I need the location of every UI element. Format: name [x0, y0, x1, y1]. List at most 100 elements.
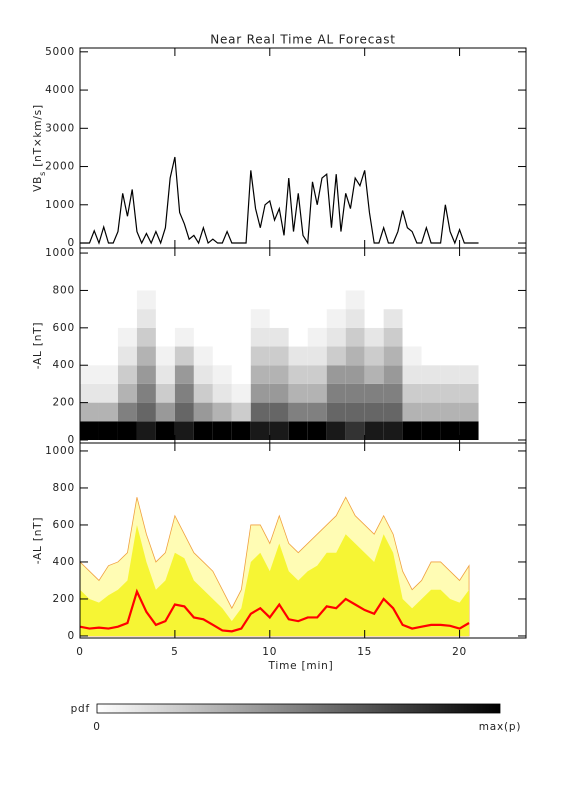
- heat-cell: [80, 290, 99, 310]
- heat-cell: [98, 402, 118, 422]
- heat-cell: [345, 327, 365, 347]
- y-tick-label: 200: [53, 397, 75, 409]
- heat-cell: [326, 309, 346, 328]
- heat-cell: [193, 290, 213, 310]
- y-axis-label: VBs [nT×km/s]: [32, 104, 47, 192]
- heat-cell: [364, 383, 384, 403]
- heat-cell: [383, 327, 403, 347]
- y-tick-label: 0: [68, 237, 75, 249]
- heat-cell: [136, 327, 156, 347]
- heat-cell: [383, 365, 403, 384]
- heat-cell: [402, 327, 422, 347]
- heat-cell: [250, 365, 270, 384]
- heat-cell: [402, 421, 422, 441]
- heat-cell: [231, 365, 251, 384]
- heat-cell: [250, 346, 270, 366]
- heat-cell: [307, 421, 327, 441]
- heat-cell: [383, 290, 403, 310]
- heat-cell: [440, 383, 460, 403]
- x-tick-label: 20: [452, 646, 467, 658]
- heat-cell: [155, 383, 175, 403]
- heat-cell: [459, 290, 479, 310]
- heat-cell: [345, 346, 365, 366]
- heat-cell: [326, 402, 346, 422]
- x-tick-label: 10: [262, 646, 277, 658]
- heat-cell: [421, 309, 441, 328]
- heat-cell: [117, 402, 137, 422]
- heat-cell: [155, 402, 175, 422]
- heat-cell: [193, 327, 213, 347]
- heat-cell: [440, 309, 460, 328]
- heat-cell: [421, 290, 441, 310]
- heat-cell: [402, 346, 422, 366]
- y-tick-label: 0: [68, 434, 75, 446]
- heat-cell: [117, 365, 137, 384]
- heat-cell: [307, 290, 327, 310]
- y-axis-label-sub: s: [38, 171, 47, 176]
- heat-cell: [326, 383, 346, 403]
- heat-cell: [269, 365, 289, 384]
- heat-cell: [117, 327, 137, 347]
- heat-cell: [174, 383, 194, 403]
- heat-cell: [345, 402, 365, 422]
- heat-cell: [80, 402, 99, 422]
- heat-cell: [421, 421, 441, 441]
- chart-title: Near Real Time AL Forecast: [210, 33, 396, 47]
- heat-cell: [459, 383, 479, 403]
- heat-cell: [174, 365, 194, 384]
- heat-cell: [212, 383, 232, 403]
- heat-cell: [117, 383, 137, 403]
- heat-cell: [193, 421, 213, 441]
- heat-cell: [269, 290, 289, 310]
- heat-cell: [80, 421, 99, 441]
- heat-cell: [136, 309, 156, 328]
- heat-cell: [98, 309, 118, 328]
- y-axis-label-main: VB: [32, 176, 44, 192]
- heat-cell: [136, 290, 156, 310]
- heat-cell: [440, 421, 460, 441]
- y-tick-label: 200: [53, 593, 75, 605]
- heat-cell: [174, 346, 194, 366]
- heat-cell: [174, 402, 194, 422]
- heat-cell: [440, 290, 460, 310]
- heat-cell: [174, 290, 194, 310]
- heat-cell: [231, 383, 251, 403]
- x-tick-label: 0: [76, 646, 83, 658]
- heat-cell: [345, 421, 365, 441]
- heat-cell: [364, 365, 384, 384]
- heat-cell: [383, 383, 403, 403]
- heat-cell: [117, 309, 137, 328]
- y-tick-label: 3000: [45, 122, 75, 134]
- panel: 0 200 400 600 800 1000 0 5 10 15 20 Time [min] -AL […: [32, 442, 527, 672]
- heat-cell: [212, 421, 232, 441]
- heat-cell: [193, 365, 213, 384]
- heat-cell: [117, 421, 137, 441]
- y-tick-label: 400: [53, 359, 75, 371]
- heat-cell: [326, 327, 346, 347]
- heat-cell: [212, 290, 232, 310]
- y-tick-label: 800: [53, 482, 75, 494]
- heat-cell: [421, 383, 441, 403]
- heat-cell: [364, 402, 384, 422]
- heat-cell: [307, 346, 327, 366]
- x-tick-label: 15: [357, 646, 372, 658]
- heat-cell: [136, 383, 156, 403]
- colorbar-min-label: 0: [93, 721, 100, 733]
- y-axis-label: -AL [nT]: [32, 322, 44, 370]
- y-axis-label-unit: [nT×km/s]: [32, 104, 44, 171]
- heat-cell: [459, 402, 479, 422]
- heat-cell: [155, 327, 175, 347]
- heat-cell: [98, 346, 118, 366]
- band-area: [80, 524, 470, 636]
- heat-cell: [117, 346, 137, 366]
- y-tick-label: 0: [68, 630, 75, 642]
- heat-cell: [307, 383, 327, 403]
- heat-cell: [326, 421, 346, 441]
- panel: 0 200 400 600 800 1000 -AL [nT]: [32, 247, 527, 446]
- heat-cell: [269, 346, 289, 366]
- heat-cell: [212, 365, 232, 384]
- heat-cell: [440, 346, 460, 366]
- heat-cell: [402, 290, 422, 310]
- heat-cell: [402, 383, 422, 403]
